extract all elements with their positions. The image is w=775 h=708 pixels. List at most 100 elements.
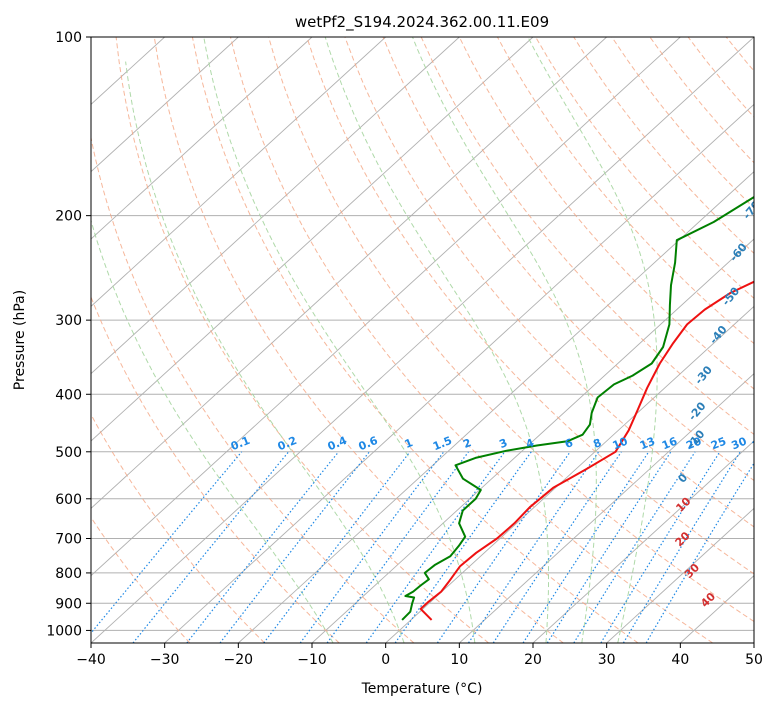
dry-adiabat-line xyxy=(420,37,754,436)
moist-adiabat-line xyxy=(125,61,405,643)
x-axis: −40 −30 −20 −10 0 10 20 30 40 50 xyxy=(76,643,763,668)
mixing-ratio-line xyxy=(299,451,445,643)
dry-adiabat-label: -20 xyxy=(686,399,709,423)
x-axis-label: Temperature (°C) xyxy=(361,681,483,697)
dry-adiabat-line xyxy=(268,37,754,623)
mixing-ratio-line xyxy=(573,451,696,643)
dry-adiabat-line xyxy=(764,37,775,643)
dry-adiabat-label: -30 xyxy=(692,363,715,387)
mixing-ratio-line xyxy=(546,451,672,643)
y-tick-label: 200 xyxy=(55,209,82,225)
mixing-ratio-label: 1.5 xyxy=(431,434,454,453)
isotherm-line xyxy=(459,373,754,643)
mixing-ratio-label: 16 xyxy=(660,435,679,453)
moist-adiabat-label: 30 xyxy=(682,561,702,581)
x-tick-label: −10 xyxy=(297,652,327,668)
isotherm-line xyxy=(91,37,681,577)
mixing-ratio-label: 8 xyxy=(591,436,603,451)
mixing-ratio-label: 2 xyxy=(461,436,473,451)
y-tick-label: 400 xyxy=(55,387,82,403)
isotherm-line xyxy=(238,171,754,643)
isotherm-line xyxy=(606,507,754,643)
mixing-ratio-label: 0.2 xyxy=(276,434,299,453)
y-tick-label: 600 xyxy=(55,492,82,508)
isotherm-line xyxy=(91,37,386,307)
isotherm-line xyxy=(91,37,460,375)
x-tick-label: −40 xyxy=(76,652,106,668)
isotherm-line xyxy=(91,37,313,240)
moist-adiabat-label: 20 xyxy=(673,529,693,549)
y-tick-label: 800 xyxy=(55,566,82,582)
y-tick-label: 700 xyxy=(55,532,82,548)
isotherm-line xyxy=(532,440,754,643)
moist-adiabat-line xyxy=(324,37,549,643)
moist-adiabat-line xyxy=(412,37,597,643)
isotherm-line xyxy=(91,37,534,442)
x-tick-label: 20 xyxy=(524,652,542,668)
mixing-ratio-line xyxy=(365,451,506,643)
dry-adiabat-line xyxy=(153,37,564,643)
mixing-ratio-line xyxy=(600,451,721,643)
x-tick-label: 40 xyxy=(671,652,689,668)
dry-adiabat-line xyxy=(687,37,754,118)
dry-adiabat-line xyxy=(306,37,754,575)
y-axis-label: Pressure (hPa) xyxy=(12,290,28,390)
isotherm-line xyxy=(164,103,754,643)
mixing-ratio-label: 3 xyxy=(497,436,509,451)
isotherm-line xyxy=(91,37,754,643)
dry-adiabat-label: -70 xyxy=(740,198,763,222)
y-tick-label: 900 xyxy=(55,596,82,612)
mixing-ratio-label: 36 xyxy=(750,435,769,453)
moist-adiabat-line xyxy=(91,218,334,643)
y-tick-label: 1000 xyxy=(46,623,82,639)
dry-adiabat-line xyxy=(230,37,713,643)
mixing-ratio-label: 25 xyxy=(709,435,728,453)
mixing-ratio-line xyxy=(219,451,370,643)
y-tick-label: 100 xyxy=(55,30,82,46)
dry-adiabat-label: -80 xyxy=(752,157,775,181)
x-tick-label: 0 xyxy=(381,652,390,668)
mixing-ratio-line xyxy=(492,451,622,643)
mixing-ratio-label: 13 xyxy=(638,435,657,453)
x-tick-label: −20 xyxy=(224,652,254,668)
dry-adiabat-line xyxy=(458,37,754,390)
y-tick-label: 300 xyxy=(55,313,82,329)
plot-frame xyxy=(90,36,755,644)
mixing-ratio-label: 0.1 xyxy=(229,434,252,453)
mixing-ratio-line xyxy=(263,451,411,643)
chart-title: wetPf2_S194.2024.362.00.11.E09 xyxy=(295,13,549,32)
mixing-ratio-label: 0.4 xyxy=(326,434,349,453)
mixing-ratio-line xyxy=(522,451,650,643)
moist-adiabat-label: 40 xyxy=(698,590,718,610)
dry-adiabat-line xyxy=(91,516,191,643)
dry-adiabat-line xyxy=(344,37,754,528)
mixing-ratio-label: 1 xyxy=(403,436,415,451)
dry-adiabat-line xyxy=(91,135,415,643)
mixing-ratio-line xyxy=(467,451,600,643)
isotherm-line xyxy=(753,642,754,643)
mixing-ratio-line xyxy=(91,451,243,634)
x-tick-label: 10 xyxy=(450,652,468,668)
y-axis: 100 200 300 400 500 600 700 800 900 1000 xyxy=(46,30,91,639)
mixing-ratio-line xyxy=(326,451,469,643)
dry-adiabat-label: -90 xyxy=(762,111,775,135)
dry-adiabat-line xyxy=(115,37,489,643)
dry-adiabat-line xyxy=(91,295,340,643)
mixing-ratio-label: 30 xyxy=(729,435,748,453)
mixing-ratio-line xyxy=(132,451,290,643)
dry-adiabat-line xyxy=(382,37,754,482)
dewpoint-line xyxy=(401,195,754,621)
dry-adiabat-label: -40 xyxy=(707,323,730,347)
background-lines xyxy=(91,37,775,643)
dry-adiabat-line xyxy=(535,37,754,299)
temperature-line xyxy=(419,280,754,621)
mixing-ratio-line xyxy=(622,451,741,643)
mixing-ratio-label: 20 xyxy=(684,435,703,453)
dry-adiabat-line xyxy=(725,37,754,72)
isotherm-line xyxy=(385,305,754,643)
isotherm-line xyxy=(91,37,239,173)
x-tick-label: 30 xyxy=(598,652,616,668)
x-tick-label: −30 xyxy=(150,652,180,668)
mixing-ratio-label: 10 xyxy=(611,435,630,453)
